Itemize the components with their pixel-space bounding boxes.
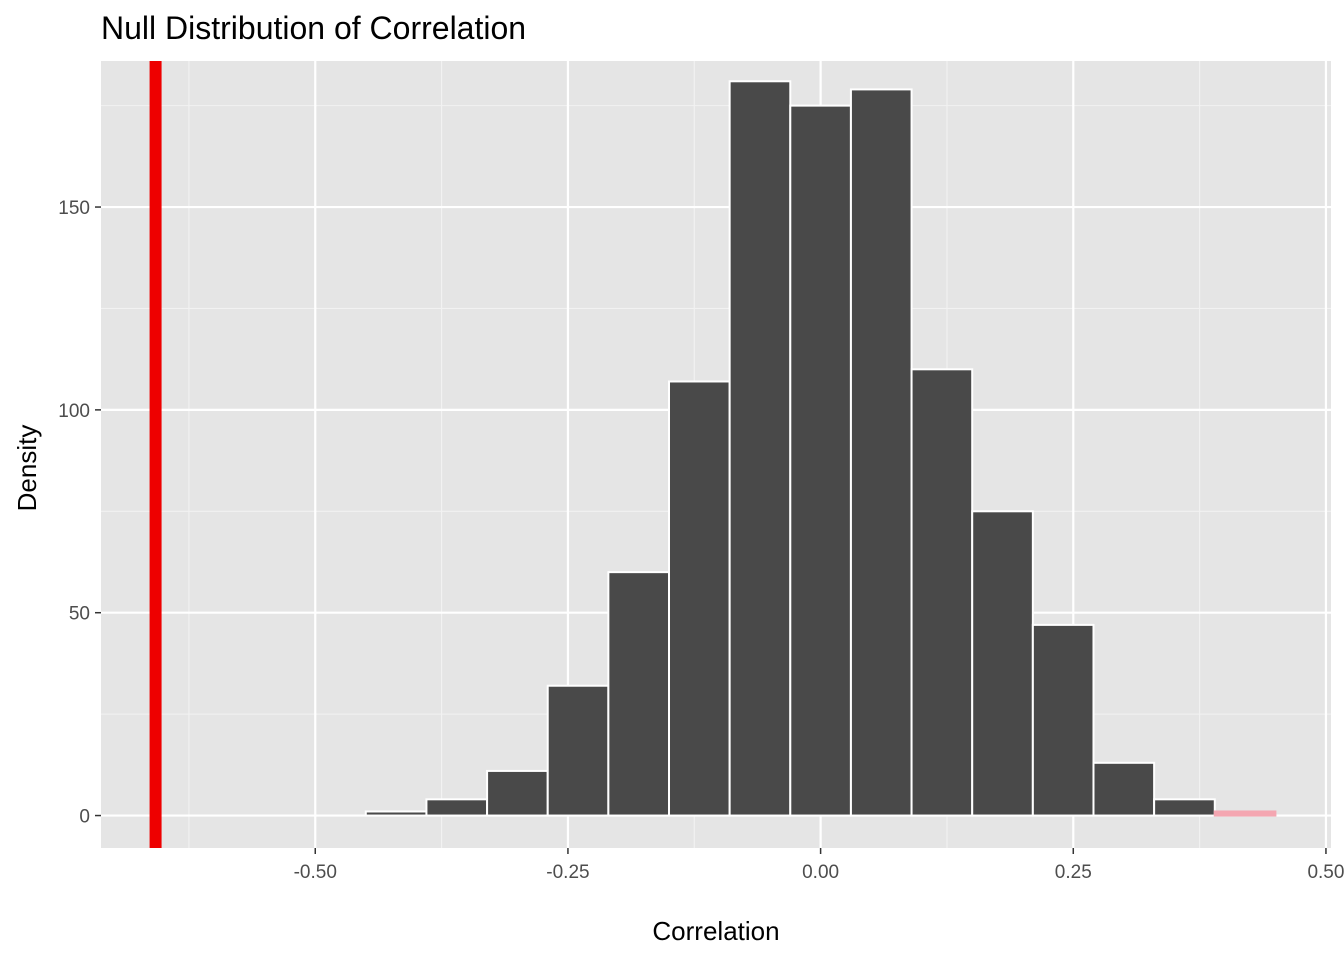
histogram-bar xyxy=(607,571,671,817)
y-tick-label: 100 xyxy=(58,401,90,422)
histogram-bar xyxy=(364,810,428,817)
histogram-bar xyxy=(971,510,1034,817)
x-tick-label: -0.50 xyxy=(294,862,337,883)
histogram-bar xyxy=(849,88,913,817)
x-axis: -0.50 -0.25 0.00 0.25 0.50 xyxy=(294,848,1344,883)
histogram-bar xyxy=(789,104,852,817)
x-tick-label: 0.25 xyxy=(1055,862,1092,883)
shaded-histogram-bar xyxy=(1213,810,1277,817)
y-axis: 0 50 100 150 xyxy=(58,198,101,828)
histogram-bars xyxy=(364,80,1277,817)
chart-title: Null Distribution of Correlation xyxy=(101,10,526,46)
histogram-bar xyxy=(1092,761,1156,817)
y-axis-title: Density xyxy=(12,425,42,512)
histogram-bar xyxy=(668,380,731,817)
histogram-bar xyxy=(910,368,974,817)
histogram-bar xyxy=(546,684,610,817)
x-tick-label: 0.50 xyxy=(1307,862,1344,883)
y-tick-label: 150 xyxy=(58,198,90,219)
x-axis-title: Correlation xyxy=(652,916,779,946)
histogram-bar xyxy=(425,798,489,817)
y-tick-label: 0 xyxy=(79,807,90,828)
x-tick-label: 0.00 xyxy=(802,862,839,883)
x-tick-label: -0.25 xyxy=(546,862,589,883)
y-tick-label: 50 xyxy=(69,604,90,625)
histogram-bar xyxy=(1153,798,1216,817)
histogram-bar xyxy=(1031,623,1095,817)
histogram-bar xyxy=(728,80,792,817)
histogram-bar xyxy=(486,769,549,817)
